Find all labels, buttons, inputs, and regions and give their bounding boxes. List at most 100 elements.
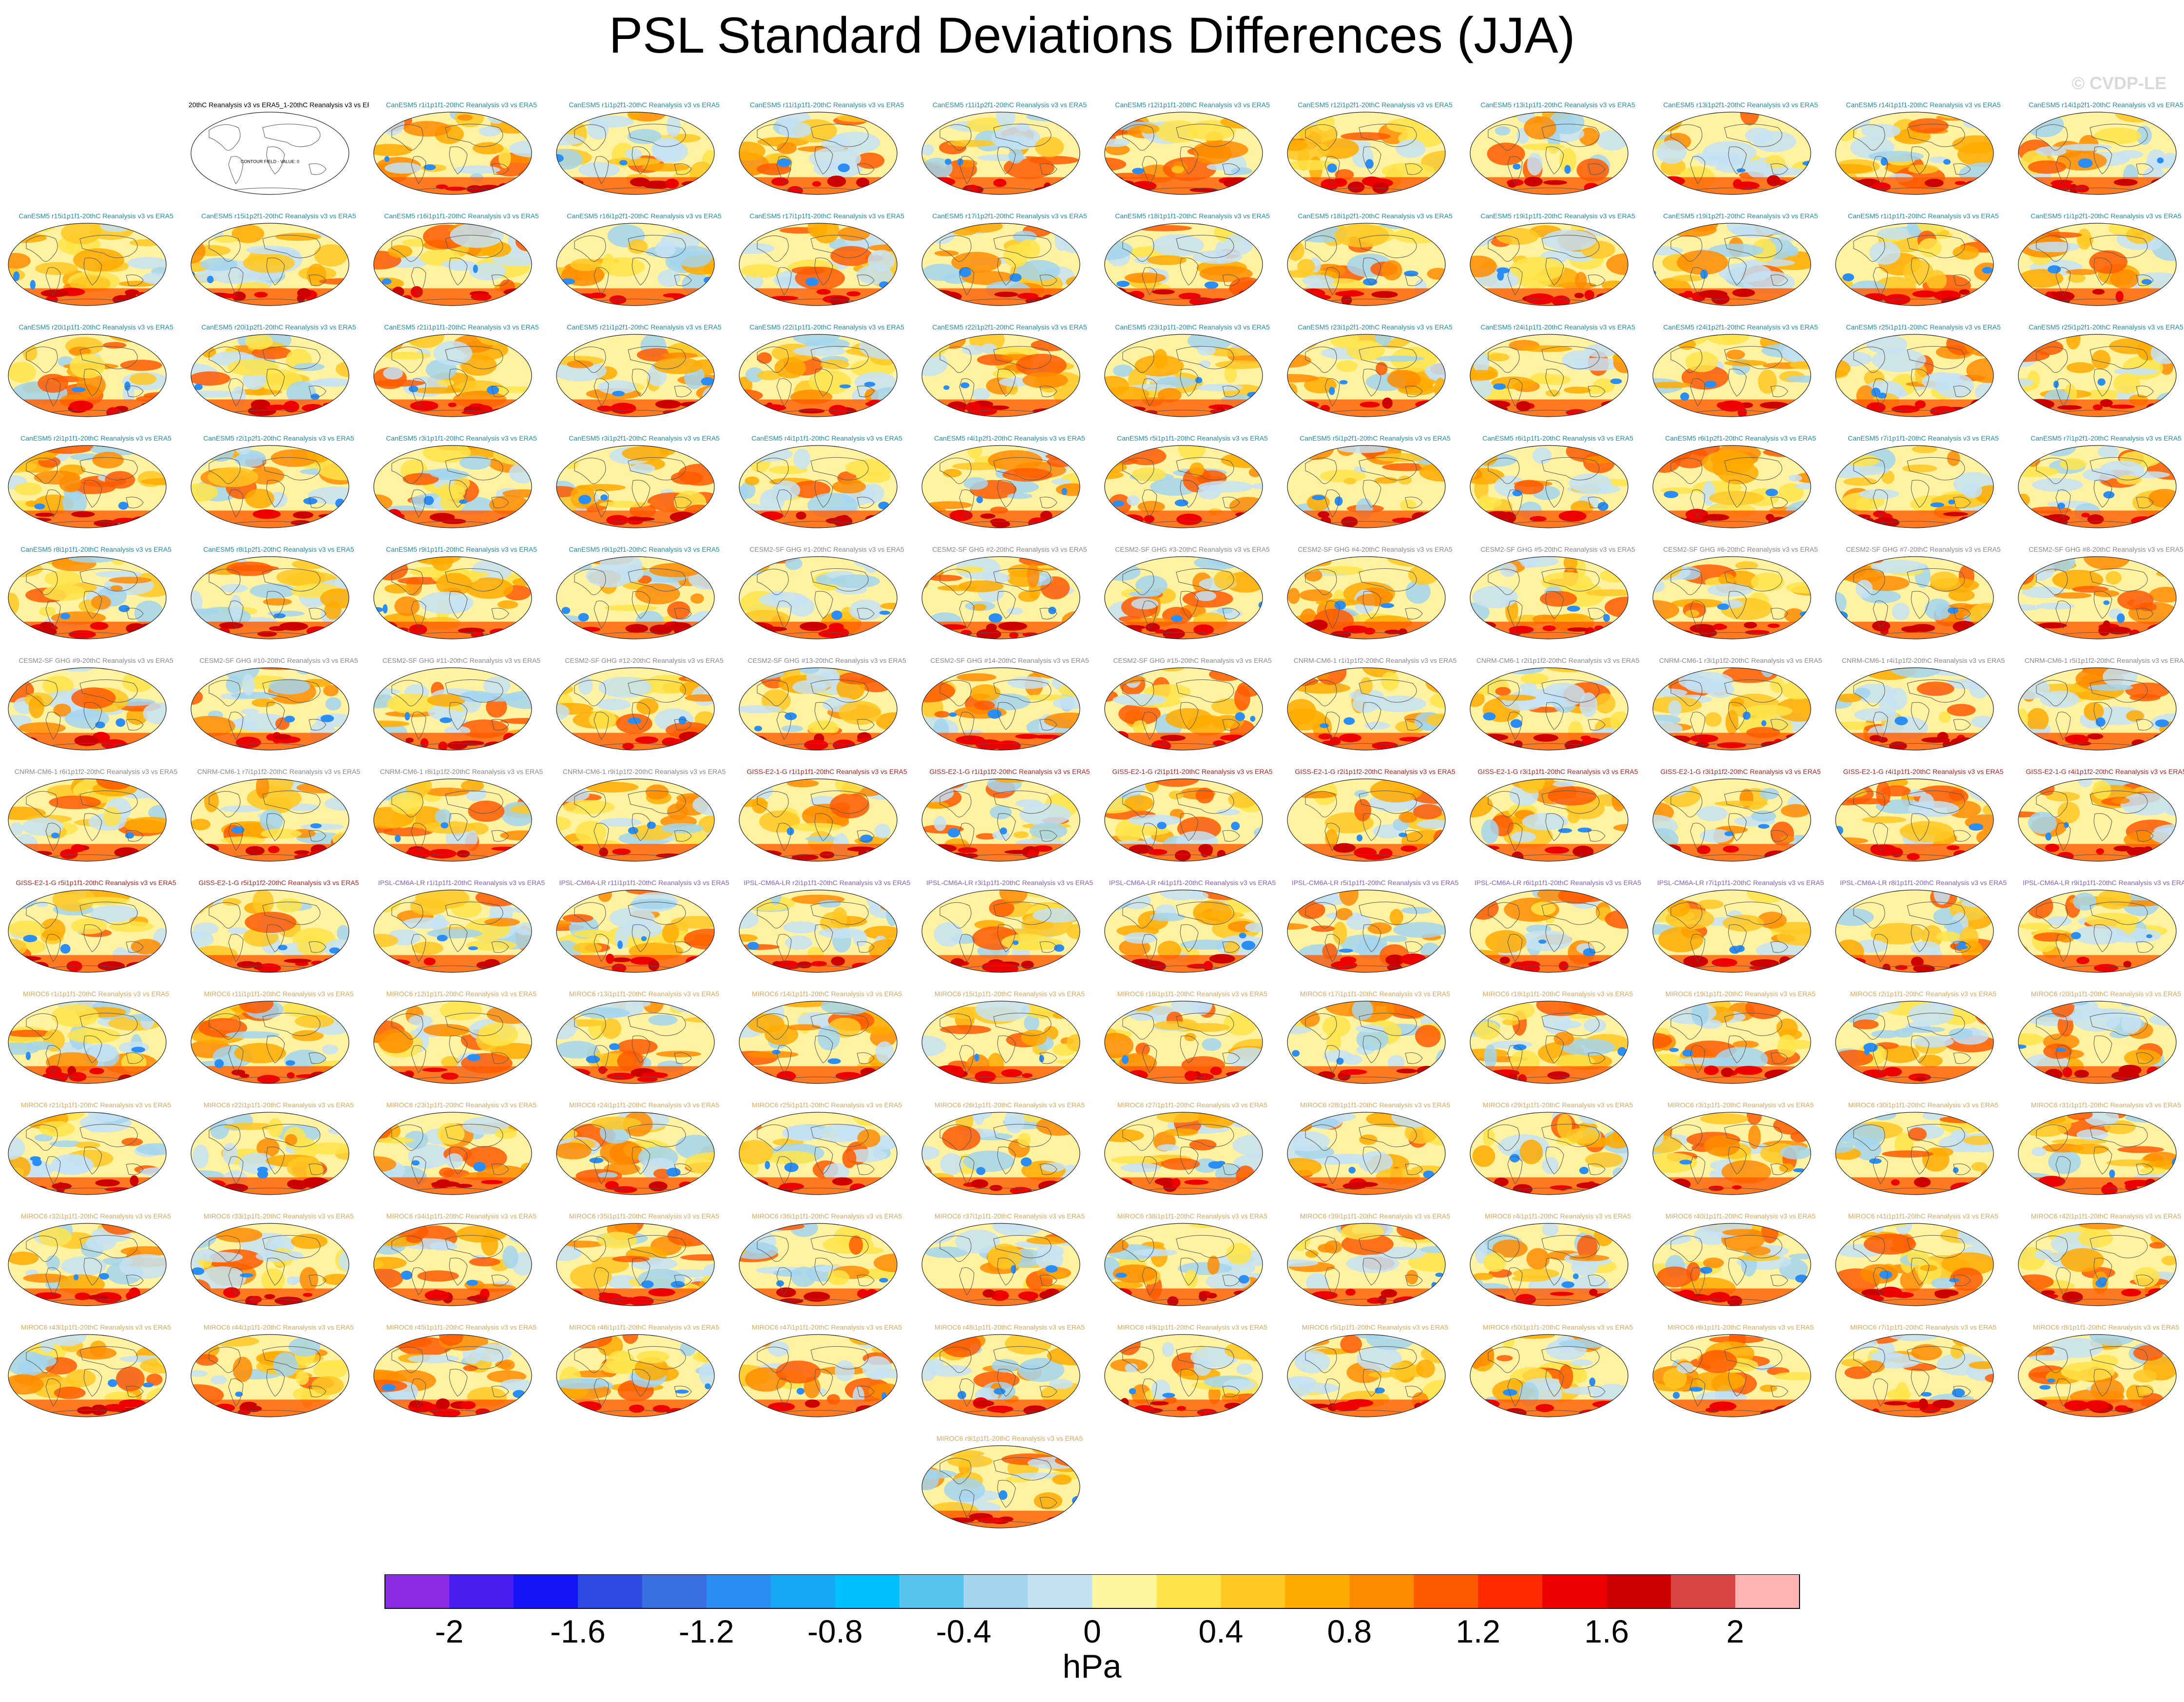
- panel-title: CanESM5 r24i1p1f1-20thC Reanalysis v3 vs…: [1480, 323, 1635, 331]
- continent-outline: [26, 791, 58, 817]
- map-panel: CanESM5 r24i1p2f1-20thC Reanalysis v3 vs…: [1650, 322, 1831, 433]
- field-anomaly-patch: [993, 369, 1016, 378]
- field-anomaly-patch: [516, 922, 532, 936]
- field-anomaly-patch: [807, 720, 839, 736]
- continent-outline: [574, 791, 606, 817]
- continent-outline: [1728, 146, 1747, 174]
- field-anomaly-patch: [1497, 271, 1504, 281]
- map-panel: CanESM5 r1i1p2f1-20thC Reanalysis v3 vs …: [2016, 211, 2184, 322]
- continent-outline: [2089, 902, 2148, 925]
- map-outline: [8, 667, 167, 751]
- field-anomaly-patch: [626, 517, 655, 522]
- field-anomaly-patch: [926, 297, 949, 306]
- field-anomaly-patch: [1760, 402, 1789, 409]
- field-anomaly-patch: [1470, 369, 1498, 381]
- field-anomaly-patch: [1354, 847, 1377, 858]
- field-anomaly-patch: [1836, 964, 1853, 969]
- panel-title: CanESM5 r1i1p1f1-20thC Reanalysis v3 vs …: [386, 101, 537, 109]
- field-anomaly-patch: [1597, 502, 1609, 511]
- field-anomaly-patch: [556, 486, 578, 498]
- map-panel: CESM2-SF GHG #1-20thC Reanalysis v3 vs E…: [737, 544, 917, 656]
- field-anomaly-patch: [739, 557, 774, 566]
- field-anomaly-patch: [856, 265, 893, 285]
- field-anomaly-patch: [1184, 1023, 1230, 1032]
- map-field: [739, 667, 898, 751]
- map-panel: CanESM5 r22i1p1f1-20thC Reanalysis v3 vs…: [737, 322, 917, 433]
- field-anomaly-patch: [431, 557, 454, 571]
- map-field: [556, 223, 715, 306]
- continent-outline: [857, 830, 875, 842]
- continent-outline: [2093, 257, 2112, 286]
- field-anomaly-patch: [1363, 627, 1376, 635]
- continent-outline: [79, 791, 138, 814]
- field-anomaly-patch: [702, 407, 714, 415]
- continent-outline: [1853, 124, 1885, 151]
- field-anomaly-patch: [1513, 163, 1521, 170]
- continent-outline: [126, 386, 144, 397]
- field-anomaly-patch: [412, 387, 462, 394]
- continent-outline: [1142, 489, 1157, 518]
- field-anomaly-patch: [30, 280, 36, 290]
- field-anomaly-patch: [1375, 362, 1388, 375]
- field-anomaly-patch: [1333, 843, 1356, 853]
- field-anomaly-patch: [423, 496, 434, 505]
- continent-outline: [1507, 823, 1523, 851]
- continent-outline: [1507, 489, 1523, 518]
- field-anomaly-patch: [1744, 127, 1773, 143]
- panel-title: GISS-E2-1-G r4i1p1f2-20thC Reanalysis v3…: [2026, 768, 2184, 775]
- field-anomaly-patch: [1677, 250, 1728, 275]
- field-anomaly-patch: [503, 733, 516, 744]
- continent-outline: [628, 235, 686, 258]
- continent-outline: [2089, 457, 2148, 481]
- field-anomaly-patch: [219, 622, 244, 629]
- panel-title: CanESM5 r1i1p2f1-20thC Reanalysis v3 vs …: [2031, 212, 2182, 220]
- field-anomaly-patch: [635, 583, 680, 604]
- map-field: [1470, 778, 1628, 862]
- continent-outline: [1122, 124, 1154, 151]
- panel-title: IPSL-CM6A-LR r2i1p1f1-20thC Reanalysis v…: [743, 879, 911, 887]
- field-anomaly-patch: [679, 732, 702, 742]
- field-anomaly-patch: [1789, 963, 1811, 969]
- continent-outline: [1507, 267, 1523, 295]
- continent-outline: [1507, 712, 1523, 740]
- field-anomaly-patch: [1184, 1033, 1196, 1042]
- field-anomaly-patch: [1333, 921, 1347, 945]
- field-anomaly-patch: [598, 1067, 608, 1072]
- panel-title: CanESM5 r4i1p2f1-20thC Reanalysis v3 vs …: [934, 434, 1085, 442]
- field-anomaly-patch: [1439, 406, 1445, 413]
- map-outline: [373, 1001, 532, 1084]
- field-anomaly-patch: [459, 455, 491, 470]
- field-anomaly-patch: [1795, 483, 1811, 489]
- continent-outline: [223, 188, 317, 192]
- field-anomaly-patch: [394, 596, 420, 616]
- field-anomaly-patch: [2018, 811, 2040, 818]
- field-anomaly-patch: [519, 955, 528, 966]
- field-anomaly-patch: [1858, 489, 1899, 500]
- field-anomaly-patch: [940, 1025, 991, 1034]
- continent-outline: [857, 941, 875, 953]
- continent-outline: [776, 378, 792, 406]
- field-anomaly-patch: [1055, 1059, 1080, 1065]
- map-outline: [1470, 667, 1628, 751]
- map-panel: CanESM5 r23i1p2f1-20thC Reanalysis v3 vs…: [1285, 322, 1465, 433]
- field-anomaly-patch: [926, 501, 973, 509]
- continent-outline: [1488, 902, 1520, 928]
- field-anomaly-patch: [191, 516, 215, 523]
- continent-outline: [449, 480, 468, 508]
- panel-title: CanESM5 r14i1p1f1-20thC Reanalysis v3 vs…: [1846, 101, 2001, 109]
- field-anomaly-patch: [739, 499, 745, 507]
- field-anomaly-patch: [1339, 961, 1348, 969]
- continent-outline: [1142, 378, 1157, 406]
- field-anomaly-patch: [437, 934, 448, 942]
- field-anomaly-patch: [2146, 934, 2152, 938]
- southern-ocean-band: [2018, 955, 2176, 972]
- continent-outline: [26, 902, 58, 928]
- continent-outline: [939, 347, 972, 373]
- field-anomaly-patch: [1895, 716, 1908, 725]
- field-anomaly-patch: [2097, 378, 2106, 386]
- field-anomaly-patch: [1320, 469, 1366, 483]
- map-panel: CanESM5 r7i1p2f1-20thC Reanalysis v3 vs …: [2016, 433, 2184, 544]
- field-anomaly-patch: [1289, 853, 1311, 860]
- field-anomaly-patch: [1611, 788, 1627, 812]
- field-anomaly-patch: [2141, 279, 2152, 285]
